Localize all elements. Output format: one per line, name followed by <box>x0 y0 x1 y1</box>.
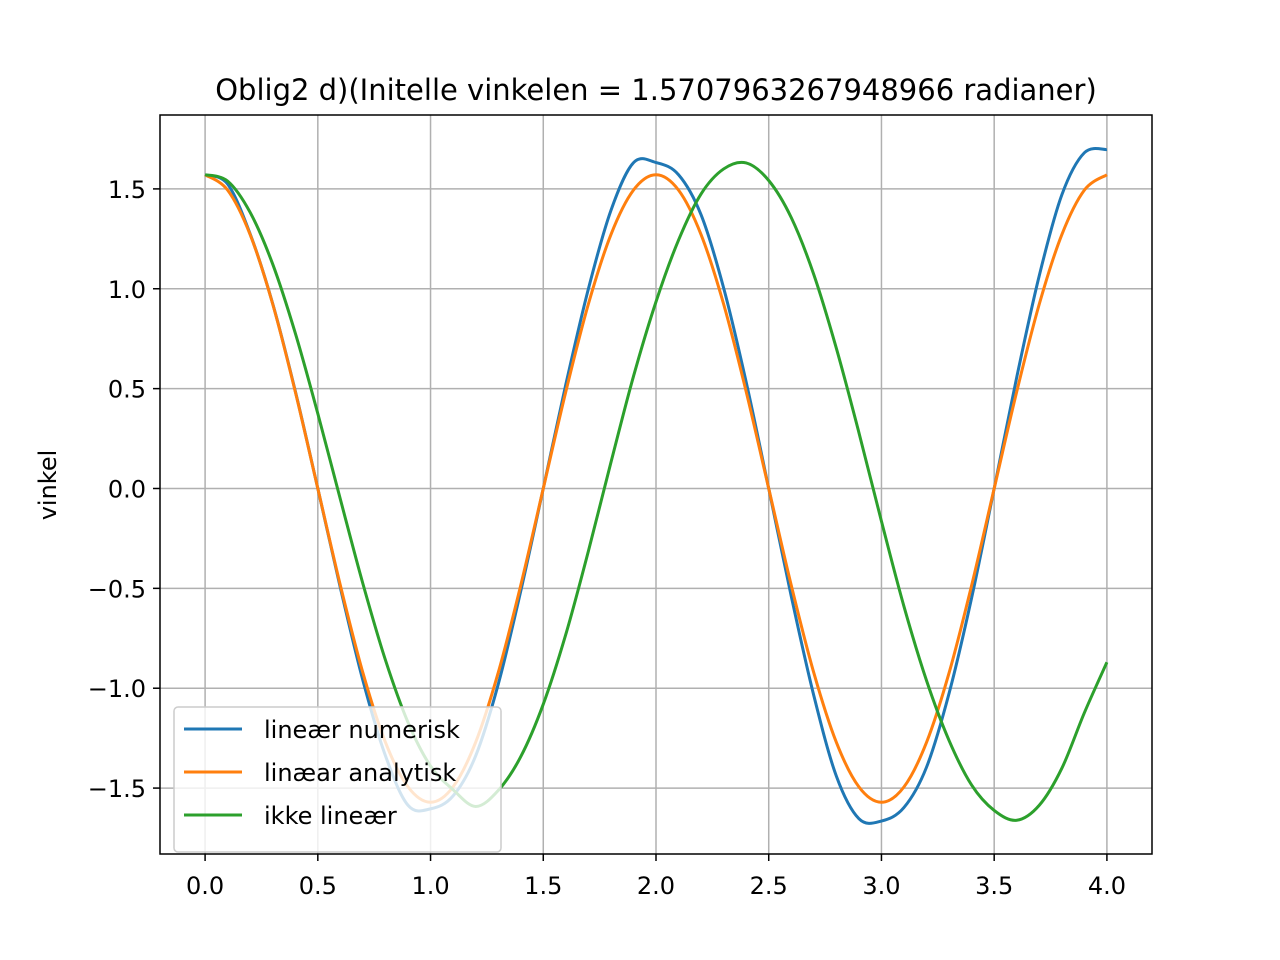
x-tick-label: 3.5 <box>975 872 1013 900</box>
x-tick-label: 1.0 <box>411 872 449 900</box>
y-tick-label: 1.5 <box>108 176 146 204</box>
y-tick-label: −1.0 <box>88 675 146 703</box>
x-axis-ticks: 0.0 0.5 1.0 1.5 2.0 2.5 3.0 3.5 4.0 <box>186 854 1126 900</box>
y-tick-label: 0.5 <box>108 376 146 404</box>
plot-area <box>204 147 1109 825</box>
series-line-2 <box>204 173 1108 804</box>
legend-label-2: linæar analytisk <box>264 759 456 787</box>
legend: lineær numerisk linæar analytisk ikke line… <box>173 706 502 853</box>
legend-box <box>173 706 502 853</box>
x-tick-label: 2.5 <box>750 872 788 900</box>
y-axis-label: vinkel <box>34 450 62 521</box>
legend-label-1: lineær numerisk <box>264 716 460 744</box>
legend-label-3: ikke lineær <box>264 802 397 830</box>
chart-title: Oblig2 d)(Initelle vinkelen = 1.57079632… <box>215 73 1097 107</box>
y-tick-label: −1.5 <box>88 775 146 803</box>
x-tick-label: 4.0 <box>1088 872 1126 900</box>
x-tick-label: 0.5 <box>299 872 337 900</box>
x-tick-label: 0.0 <box>186 872 224 900</box>
y-tick-label: 0.0 <box>108 475 146 503</box>
series-line-3 <box>204 160 1109 822</box>
y-axis-ticks: −1.5 −1.0 −0.5 0.0 0.5 1.0 1.5 <box>88 176 160 803</box>
x-tick-label: 1.5 <box>524 872 562 900</box>
grid-lines <box>160 115 1152 854</box>
y-tick-label: 1.0 <box>108 276 146 304</box>
y-tick-label: −0.5 <box>88 575 146 603</box>
x-tick-label: 2.0 <box>637 872 675 900</box>
x-tick-label: 3.0 <box>862 872 900 900</box>
